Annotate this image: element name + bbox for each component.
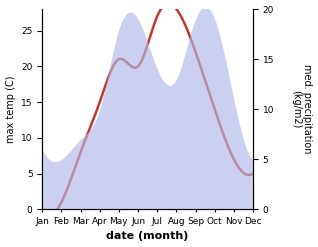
- Y-axis label: max temp (C): max temp (C): [5, 75, 16, 143]
- Y-axis label: med. precipitation
(kg/m2): med. precipitation (kg/m2): [291, 64, 313, 154]
- X-axis label: date (month): date (month): [107, 231, 189, 242]
